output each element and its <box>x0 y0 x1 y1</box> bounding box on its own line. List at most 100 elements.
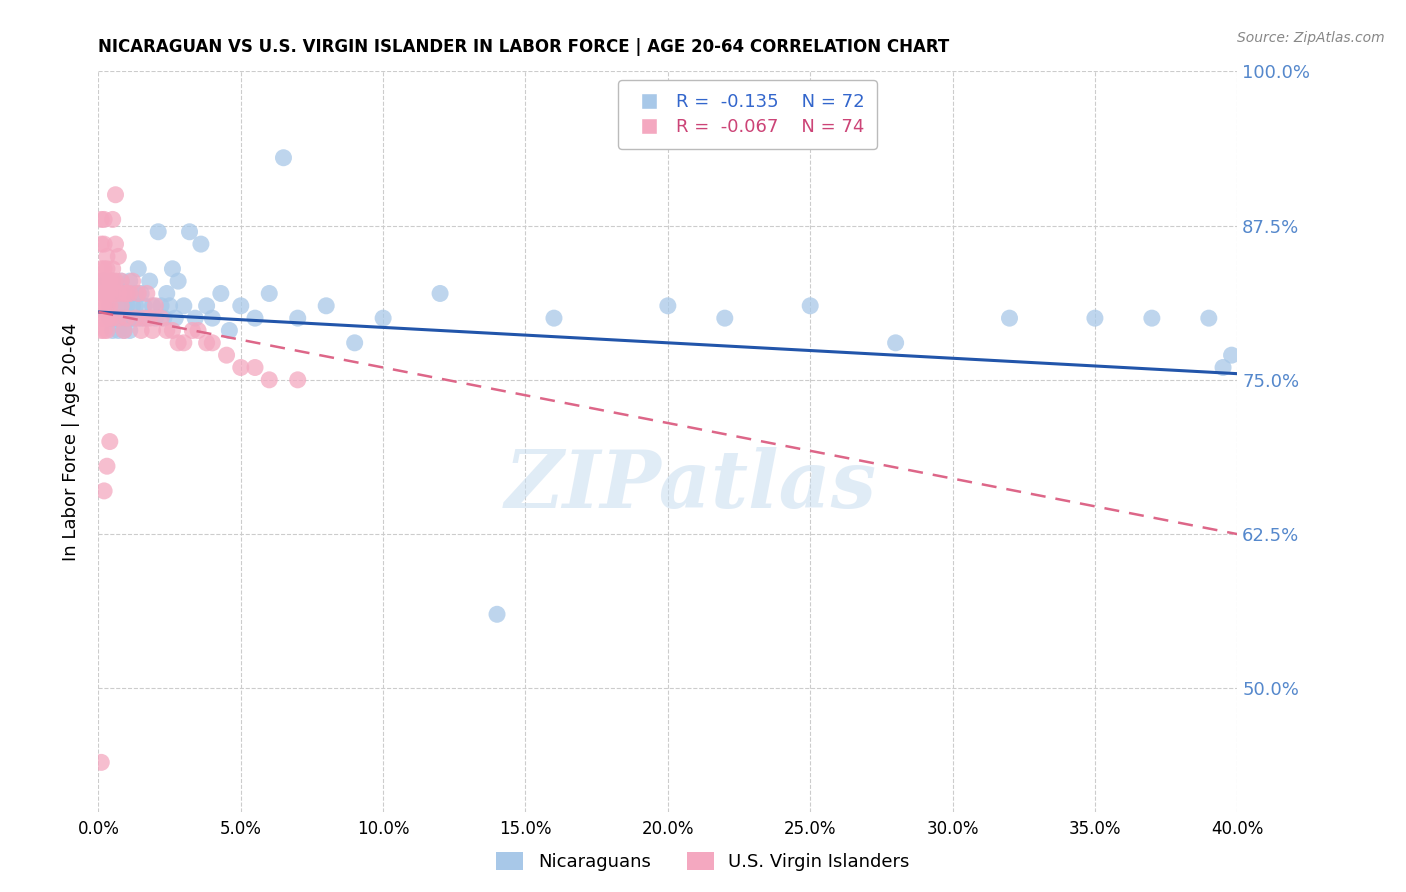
Point <box>93 212 115 227</box>
Point <box>110 274 132 288</box>
Point <box>156 324 179 338</box>
Point <box>129 286 152 301</box>
Point <box>93 483 115 498</box>
Point <box>998 311 1021 326</box>
Point <box>96 311 118 326</box>
Point <box>104 311 127 326</box>
Point <box>107 299 129 313</box>
Point <box>181 324 204 338</box>
Point <box>101 261 124 276</box>
Point <box>714 311 737 326</box>
Point <box>156 286 179 301</box>
Point <box>884 335 907 350</box>
Point <box>243 311 266 326</box>
Point <box>162 261 184 276</box>
Point <box>132 311 155 326</box>
Legend: Nicaraguans, U.S. Virgin Islanders: Nicaraguans, U.S. Virgin Islanders <box>489 845 917 879</box>
Point <box>93 274 115 288</box>
Point <box>93 261 115 276</box>
Point <box>115 286 138 301</box>
Point <box>259 373 281 387</box>
Point <box>96 274 118 288</box>
Point <box>98 286 121 301</box>
Point <box>141 324 163 338</box>
Point <box>90 286 112 301</box>
Point <box>173 335 195 350</box>
Point <box>153 311 176 326</box>
Point <box>135 311 157 326</box>
Point <box>98 311 121 326</box>
Point <box>190 237 212 252</box>
Point <box>90 212 112 227</box>
Point <box>98 299 121 313</box>
Point <box>127 261 149 276</box>
Point <box>115 286 138 301</box>
Point <box>167 335 190 350</box>
Point <box>209 286 232 301</box>
Point <box>101 274 124 288</box>
Point <box>150 299 173 313</box>
Point <box>110 299 132 313</box>
Point <box>287 373 309 387</box>
Point <box>218 324 240 338</box>
Point <box>112 286 135 301</box>
Point <box>184 311 207 326</box>
Point <box>90 274 112 288</box>
Point <box>104 286 127 301</box>
Point <box>98 274 121 288</box>
Point <box>93 286 115 301</box>
Point <box>93 324 115 338</box>
Point <box>90 299 112 313</box>
Point <box>98 434 121 449</box>
Text: Source: ZipAtlas.com: Source: ZipAtlas.com <box>1237 31 1385 45</box>
Point <box>273 151 295 165</box>
Point <box>187 324 209 338</box>
Point <box>173 299 195 313</box>
Point <box>141 299 163 313</box>
Point <box>1140 311 1163 326</box>
Point <box>96 286 118 301</box>
Point <box>229 299 252 313</box>
Point <box>343 335 366 350</box>
Point <box>104 187 127 202</box>
Point <box>657 299 679 313</box>
Text: NICARAGUAN VS U.S. VIRGIN ISLANDER IN LABOR FORCE | AGE 20-64 CORRELATION CHART: NICARAGUAN VS U.S. VIRGIN ISLANDER IN LA… <box>98 38 949 56</box>
Point <box>121 311 143 326</box>
Point <box>543 311 565 326</box>
Point <box>101 212 124 227</box>
Point <box>101 274 124 288</box>
Point <box>1198 311 1220 326</box>
Point <box>486 607 509 622</box>
Point <box>96 261 118 276</box>
Point <box>124 299 146 313</box>
Point <box>145 311 167 326</box>
Point <box>1084 311 1107 326</box>
Point <box>101 324 124 338</box>
Point <box>145 299 167 313</box>
Point <box>135 286 157 301</box>
Point <box>195 299 218 313</box>
Point <box>127 311 149 326</box>
Point <box>93 286 115 301</box>
Point <box>107 286 129 301</box>
Point <box>287 311 309 326</box>
Point <box>1220 348 1243 362</box>
Point <box>90 324 112 338</box>
Point <box>373 311 395 326</box>
Point <box>201 311 224 326</box>
Point <box>159 299 181 313</box>
Point <box>243 360 266 375</box>
Point <box>93 274 115 288</box>
Point <box>259 286 281 301</box>
Point <box>118 286 141 301</box>
Point <box>115 311 138 326</box>
Point <box>124 311 146 326</box>
Point <box>90 261 112 276</box>
Point <box>96 324 118 338</box>
Text: ZIPatlas: ZIPatlas <box>505 447 877 524</box>
Point <box>118 274 141 288</box>
Point <box>121 274 143 288</box>
Point <box>215 348 238 362</box>
Point <box>93 299 115 313</box>
Point <box>124 286 146 301</box>
